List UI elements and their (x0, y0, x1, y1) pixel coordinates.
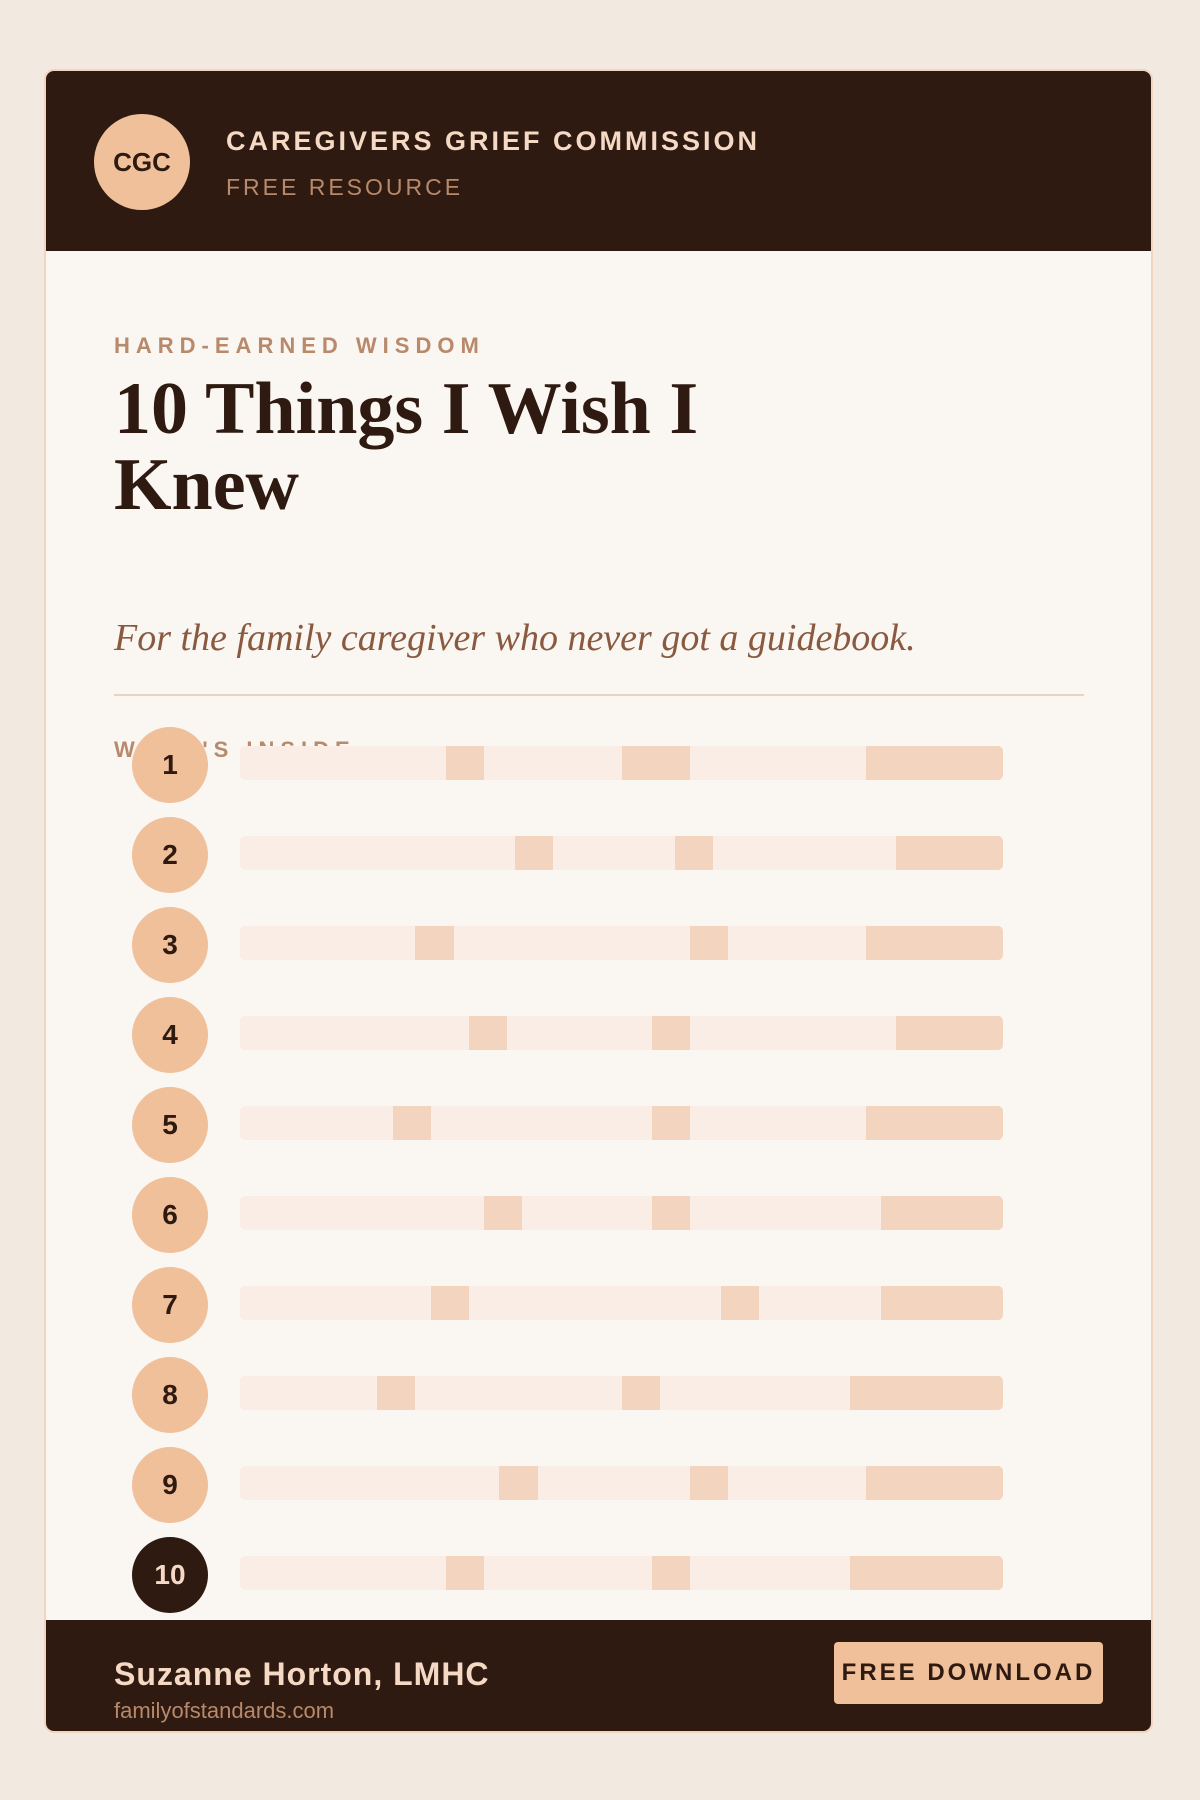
placeholder-segment (850, 1376, 1003, 1410)
eyebrow: HARD-EARNED WISDOM (114, 333, 485, 358)
placeholder-segment (865, 746, 1003, 780)
placeholder-segment (690, 1466, 729, 1500)
item-number: 8 (132, 1357, 208, 1433)
item-placeholder (240, 1106, 1003, 1140)
placeholder-segment (690, 926, 729, 960)
placeholder-segment (652, 1016, 691, 1050)
placeholder-segment (377, 1376, 416, 1410)
item-placeholder (240, 1196, 1003, 1230)
tagline: FREE RESOURCE (226, 174, 464, 200)
item-placeholder (240, 1556, 1003, 1590)
download-button[interactable]: FREE DOWNLOAD (834, 1642, 1103, 1704)
item-number: 2 (132, 817, 208, 893)
placeholder-segment (896, 1016, 1003, 1050)
placeholder-segment (880, 1286, 1003, 1320)
subtitle: For the family caregiver who never got a… (114, 617, 916, 659)
placeholder-segment (446, 1556, 485, 1590)
logo: CGC (94, 114, 190, 210)
url: familyofstandards.com (114, 1698, 335, 1723)
item-placeholder (240, 746, 1003, 780)
placeholder-segment (621, 1376, 660, 1410)
item-number: 9 (132, 1447, 208, 1523)
placeholder-segment (392, 1106, 431, 1140)
header: CGC CAREGIVERS GRIEF COMMISSION FREE RES… (46, 71, 1151, 251)
placeholder-segment (652, 1196, 691, 1230)
item-number: 10 (132, 1537, 208, 1613)
placeholder-segment (499, 1466, 538, 1500)
footer: Suzanne Horton, LMHC familyofstandards.c… (46, 1620, 1151, 1731)
item-number: 6 (132, 1177, 208, 1253)
item-number: 4 (132, 997, 208, 1073)
divider (114, 694, 1084, 696)
placeholder-segment (880, 1196, 1003, 1230)
placeholder-segment (896, 836, 1003, 870)
placeholder-segment (652, 1106, 691, 1140)
placeholder-segment (850, 1556, 1003, 1590)
placeholder-segment (484, 1196, 523, 1230)
placeholder-segment (514, 836, 553, 870)
item-placeholder (240, 1466, 1003, 1500)
author: Suzanne Horton, LMHC (114, 1656, 490, 1692)
title: 10 Things I Wish I Knew (114, 368, 699, 526)
placeholder-segment (674, 836, 714, 870)
placeholder-segment (720, 1286, 759, 1320)
placeholder-segment (621, 746, 691, 780)
org-name: CAREGIVERS GRIEF COMMISSION (226, 126, 761, 156)
placeholder-segment (865, 926, 1003, 960)
item-number: 5 (132, 1087, 208, 1163)
item-placeholder (240, 926, 1003, 960)
placeholder-segment (446, 746, 485, 780)
item-number: 3 (132, 907, 208, 983)
placeholder-segment (865, 1466, 1003, 1500)
item-number: 1 (132, 727, 208, 803)
card: CGC CAREGIVERS GRIEF COMMISSION FREE RES… (44, 69, 1153, 1733)
placeholder-segment (430, 1286, 469, 1320)
placeholder-segment (865, 1106, 1003, 1140)
item-placeholder (240, 1376, 1003, 1410)
item-placeholder (240, 836, 1003, 870)
placeholder-segment (468, 1016, 508, 1050)
item-placeholder (240, 1286, 1003, 1320)
placeholder-segment (415, 926, 454, 960)
placeholder-segment (652, 1556, 691, 1590)
item-placeholder (240, 1016, 1003, 1050)
item-number: 7 (132, 1267, 208, 1343)
